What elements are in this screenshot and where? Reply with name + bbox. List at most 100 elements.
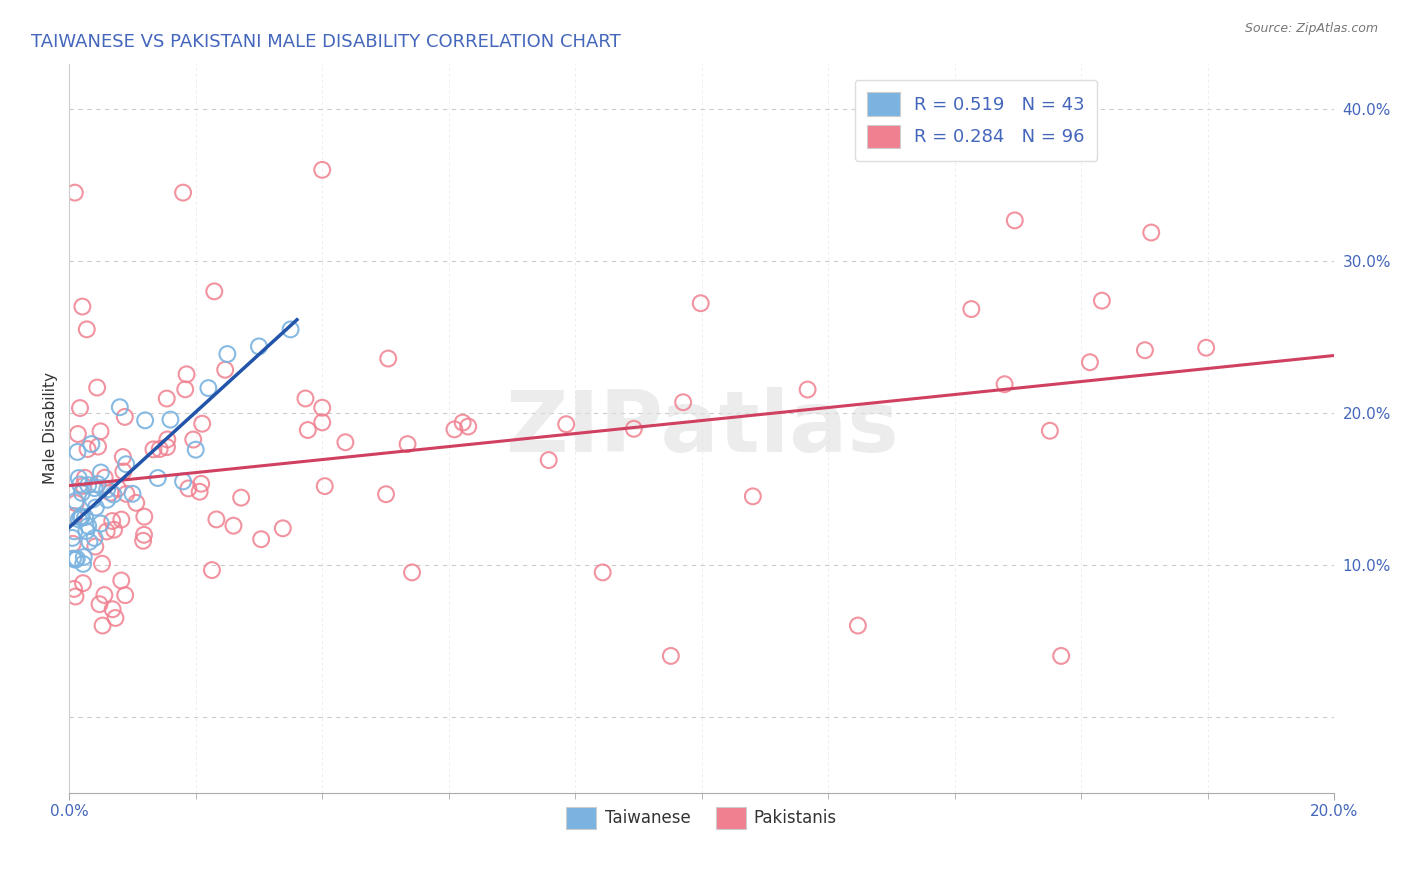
Point: [222, 518, 245, 533]
Point: [623, 422, 645, 436]
Point: [86, 477, 108, 491]
Point: [96, 483, 118, 497]
Point: [107, 481, 129, 495]
Point: [555, 417, 578, 432]
Point: [65, 496, 87, 510]
Point: [72, 479, 94, 493]
Point: [377, 351, 399, 366]
Point: [156, 433, 179, 447]
Point: [91, 557, 114, 571]
Point: [190, 476, 212, 491]
Point: [146, 471, 169, 485]
Point: [65, 590, 87, 604]
Point: [100, 485, 122, 500]
Point: [174, 382, 197, 396]
Point: [188, 484, 211, 499]
Point: [101, 602, 124, 616]
Point: [89, 597, 111, 611]
Point: [451, 416, 474, 430]
Point: [114, 588, 136, 602]
Point: [311, 416, 333, 430]
Point: [172, 186, 194, 200]
Point: [75, 524, 97, 538]
Point: [689, 296, 711, 310]
Point: [70, 509, 93, 524]
Point: [396, 437, 419, 451]
Point: [231, 491, 253, 505]
Point: [247, 339, 270, 353]
Point: [114, 409, 136, 424]
Point: [176, 368, 198, 382]
Legend: Taiwanese, Pakistanis: Taiwanese, Pakistanis: [560, 801, 844, 836]
Point: [87, 440, 110, 454]
Point: [70, 486, 93, 500]
Point: [197, 381, 219, 395]
Point: [65, 494, 87, 508]
Point: [205, 512, 228, 526]
Point: [72, 300, 94, 314]
Point: [66, 427, 89, 442]
Point: [280, 322, 302, 336]
Point: [96, 524, 118, 539]
Point: [1195, 341, 1218, 355]
Point: [63, 509, 86, 524]
Point: [592, 566, 614, 580]
Point: [177, 482, 200, 496]
Point: [250, 532, 273, 546]
Point: [84, 540, 107, 554]
Point: [73, 510, 96, 524]
Point: [201, 563, 224, 577]
Point: [62, 551, 84, 566]
Point: [134, 413, 156, 427]
Point: [80, 437, 103, 451]
Point: [1004, 213, 1026, 227]
Point: [69, 477, 91, 491]
Point: [1140, 226, 1163, 240]
Point: [314, 479, 336, 493]
Point: [125, 496, 148, 510]
Point: [108, 400, 131, 414]
Point: [83, 481, 105, 495]
Point: [156, 392, 179, 406]
Point: [846, 618, 869, 632]
Point: [1078, 355, 1101, 369]
Point: [79, 534, 101, 549]
Point: [115, 457, 138, 471]
Point: [271, 521, 294, 535]
Point: [77, 478, 100, 492]
Point: [191, 417, 214, 431]
Point: [1039, 424, 1062, 438]
Point: [104, 611, 127, 625]
Point: [90, 425, 112, 439]
Point: [112, 465, 135, 479]
Point: [103, 487, 125, 501]
Point: [86, 380, 108, 394]
Point: [156, 440, 179, 454]
Point: [294, 392, 316, 406]
Point: [1050, 648, 1073, 663]
Point: [76, 322, 98, 336]
Point: [93, 588, 115, 602]
Point: [66, 445, 89, 459]
Point: [311, 162, 333, 177]
Text: ZIPatlas: ZIPatlas: [505, 386, 898, 469]
Point: [134, 509, 156, 524]
Point: [72, 557, 94, 571]
Point: [111, 450, 134, 464]
Point: [63, 524, 86, 539]
Point: [65, 552, 87, 566]
Point: [121, 487, 143, 501]
Text: TAIWANESE VS PAKISTANI MALE DISABILITY CORRELATION CHART: TAIWANESE VS PAKISTANI MALE DISABILITY C…: [31, 33, 621, 51]
Point: [672, 395, 695, 409]
Point: [659, 648, 682, 663]
Point: [132, 528, 155, 542]
Point: [1091, 293, 1114, 308]
Point: [181, 433, 204, 447]
Point: [1133, 343, 1156, 358]
Point: [77, 519, 100, 533]
Point: [66, 551, 89, 566]
Point: [93, 471, 115, 485]
Point: [62, 537, 84, 551]
Point: [214, 363, 236, 377]
Point: [69, 510, 91, 524]
